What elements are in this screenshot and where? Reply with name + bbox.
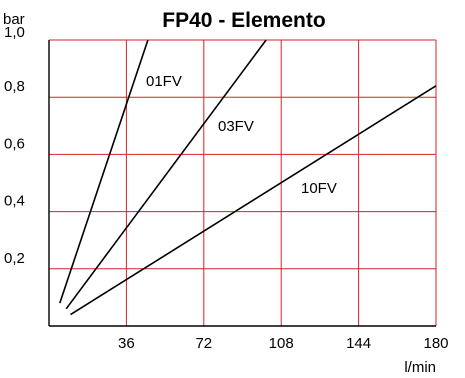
series-line-10FV: [70, 85, 437, 316]
grid: [49, 39, 437, 326]
x-axis-label: l/min: [404, 359, 436, 376]
x-tick-label: 36: [118, 335, 135, 352]
series-label-10FV: 10FV: [301, 180, 337, 197]
y-tick-label: 1,0: [4, 24, 25, 41]
axes: [48, 40, 436, 327]
y-tick-label: 0,4: [4, 193, 25, 210]
x-tick-label: 108: [269, 335, 294, 352]
series-line-03FV: [65, 39, 267, 310]
x-tick-label: 180: [423, 335, 448, 352]
series-lines: 01FV 03FV 10FV: [59, 39, 437, 316]
chart-title: FP40 - Elemento: [162, 9, 325, 32]
y-tick-label: 0,6: [4, 135, 25, 152]
tick-labels: 36 72 108 144 180 0,2 0,4 0,6 0,8 1,0: [4, 24, 449, 352]
y-tick-label: 0,2: [4, 250, 25, 267]
y-axis-label: bar: [3, 11, 25, 28]
x-tick-label: 72: [195, 335, 212, 352]
series-line-01FV: [59, 39, 149, 304]
y-tick-label: 0,8: [4, 78, 25, 95]
series-label-03FV: 03FV: [218, 118, 254, 135]
series-label-01FV: 01FV: [146, 73, 182, 90]
x-tick-label: 144: [346, 335, 371, 352]
